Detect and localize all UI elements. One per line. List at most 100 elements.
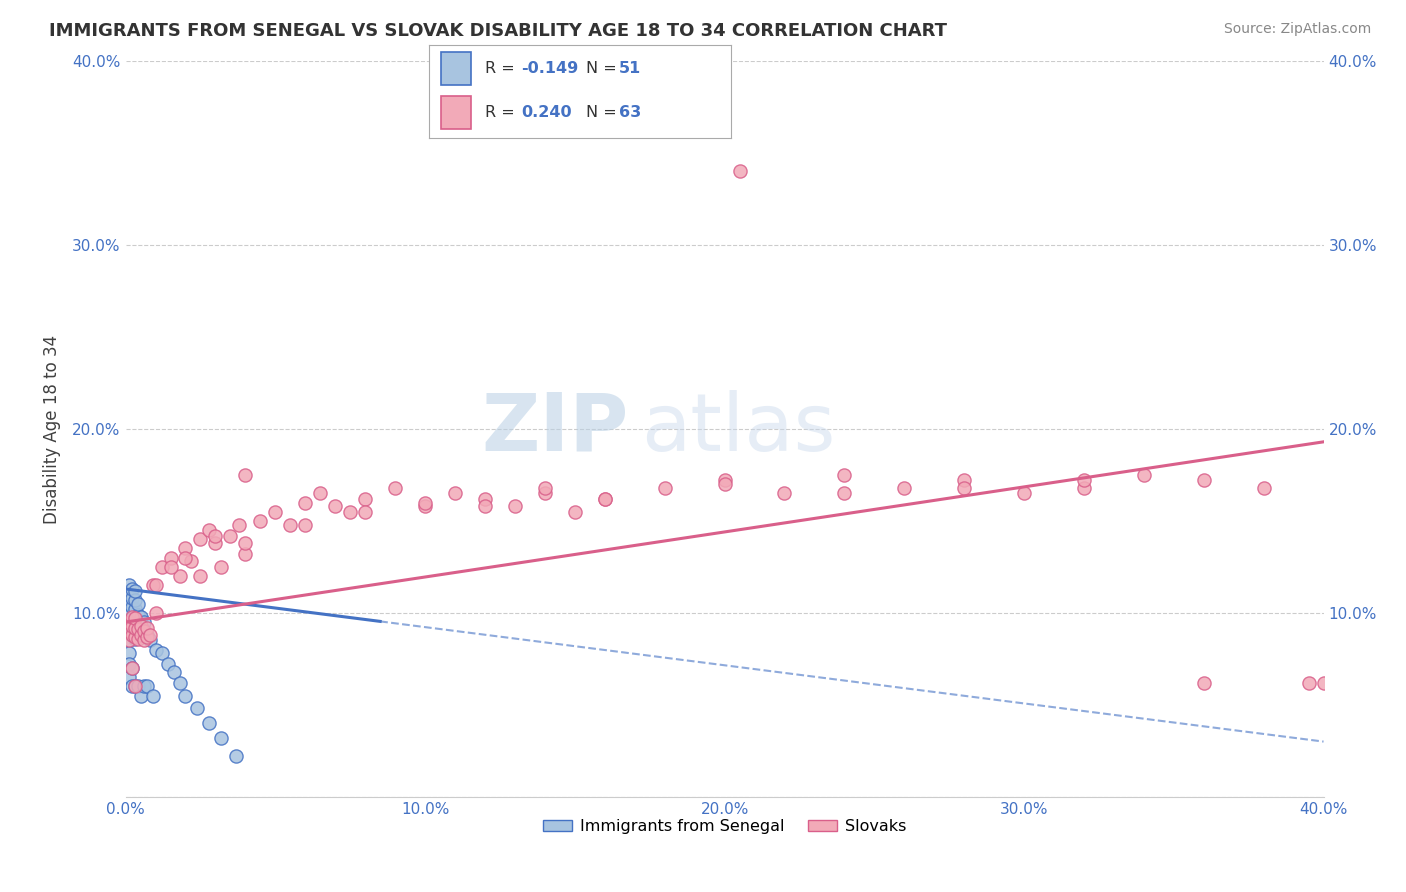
Point [129, 630, 152, 644]
Point [294, 495, 316, 509]
Point [124, 602, 146, 616]
Legend: Immigrants from Senegal, Slovaks: Immigrants from Senegal, Slovaks [537, 813, 912, 840]
Point [150, 646, 173, 660]
Point [534, 481, 557, 495]
Point [132, 615, 155, 629]
Point [235, 467, 257, 482]
Point [121, 609, 143, 624]
Point [117, 633, 139, 648]
Point [323, 499, 346, 513]
Point [235, 536, 257, 550]
Point [124, 613, 146, 627]
Point [413, 499, 436, 513]
Point [174, 689, 197, 703]
Point [209, 731, 232, 745]
Point [135, 630, 157, 644]
Point [174, 550, 197, 565]
Point [893, 481, 915, 495]
Point [654, 481, 676, 495]
FancyBboxPatch shape [441, 96, 471, 129]
Point [728, 164, 751, 178]
Point [198, 523, 221, 537]
Point [117, 670, 139, 684]
Point [339, 505, 361, 519]
Point [121, 582, 143, 596]
Text: R =: R = [485, 61, 520, 76]
Point [145, 606, 167, 620]
Point [593, 491, 616, 506]
Point [1192, 474, 1215, 488]
Point [228, 517, 250, 532]
Point [127, 623, 149, 637]
Point [135, 628, 157, 642]
Point [132, 680, 155, 694]
Point [1372, 146, 1395, 161]
Point [474, 499, 496, 513]
Text: ZIP: ZIP [481, 390, 628, 468]
Point [138, 628, 160, 642]
Point [121, 611, 143, 625]
Point [129, 618, 152, 632]
Point [1012, 486, 1035, 500]
Point [124, 621, 146, 635]
Text: R =: R = [485, 105, 520, 120]
Point [1073, 481, 1095, 495]
Y-axis label: Disability Age 18 to 34: Disability Age 18 to 34 [44, 334, 60, 524]
Point [124, 611, 146, 625]
Point [159, 550, 181, 565]
Point [124, 623, 146, 637]
Point [278, 517, 301, 532]
Point [169, 675, 191, 690]
FancyBboxPatch shape [441, 52, 471, 85]
Point [124, 680, 146, 694]
Point [121, 680, 143, 694]
Text: 63: 63 [619, 105, 641, 120]
Point [127, 616, 149, 631]
Point [264, 505, 287, 519]
Point [564, 505, 586, 519]
Point [593, 491, 616, 506]
Point [141, 578, 163, 592]
Point [121, 600, 143, 615]
Text: 0.240: 0.240 [522, 105, 572, 120]
Point [384, 481, 406, 495]
Point [953, 481, 976, 495]
Point [129, 618, 152, 632]
Point [225, 749, 247, 764]
Point [121, 661, 143, 675]
Point [127, 626, 149, 640]
Point [135, 680, 157, 694]
Point [159, 560, 181, 574]
Point [121, 618, 143, 632]
Point [219, 528, 242, 542]
Point [132, 624, 155, 639]
Point [117, 615, 139, 629]
Point [204, 528, 226, 542]
Text: atlas: atlas [641, 390, 835, 468]
Point [124, 583, 146, 598]
Point [1073, 474, 1095, 488]
Point [129, 628, 152, 642]
Point [124, 632, 146, 646]
Point [235, 547, 257, 561]
Point [127, 680, 149, 694]
Point [121, 621, 143, 635]
Point [132, 633, 155, 648]
Point [1133, 467, 1156, 482]
Point [713, 474, 735, 488]
Point [309, 486, 332, 500]
Point [117, 587, 139, 601]
Point [150, 560, 173, 574]
Point [145, 578, 167, 592]
Point [162, 665, 184, 679]
Point [121, 628, 143, 642]
Point [127, 597, 149, 611]
Point [169, 569, 191, 583]
Text: Source: ZipAtlas.com: Source: ZipAtlas.com [1223, 22, 1371, 37]
Point [124, 680, 146, 694]
Point [1253, 481, 1275, 495]
Point [503, 499, 526, 513]
Point [117, 657, 139, 672]
Point [135, 621, 157, 635]
Text: -0.149: -0.149 [522, 61, 578, 76]
